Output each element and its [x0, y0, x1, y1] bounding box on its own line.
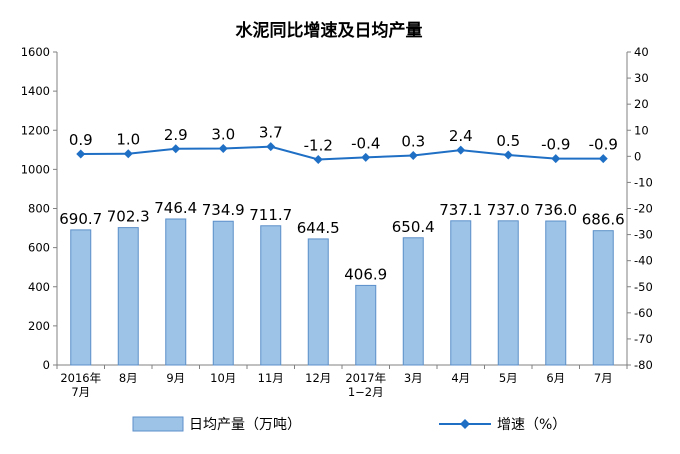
line-point [598, 154, 608, 164]
line-point [171, 144, 181, 154]
line-value-label: 1.0 [116, 131, 140, 149]
bar [545, 220, 567, 366]
x-tick-label: 6月 [546, 371, 565, 385]
right-tick-label: -30 [634, 228, 653, 242]
right-tick-label: -80 [634, 358, 653, 372]
chart-legend: 日均产量（万吨） 增速（%） [132, 416, 566, 433]
left-tick-label: 1400 [21, 84, 50, 98]
bar [355, 284, 377, 366]
right-tick-label: -60 [634, 306, 653, 320]
left-tick-label: 1000 [21, 162, 50, 176]
x-tick-label: 4月 [451, 371, 470, 385]
right-tick-label: -20 [634, 202, 653, 216]
left-tick-label: 0 [43, 358, 50, 372]
bar [450, 220, 472, 366]
line-value-label: 3.7 [259, 124, 283, 142]
line-point [266, 142, 276, 152]
bar [70, 229, 92, 366]
x-tick-label: 7月 [594, 371, 613, 385]
left-tick-label: 400 [28, 280, 50, 294]
left-tick-label: 800 [28, 202, 50, 216]
line-point [123, 149, 133, 159]
legend-line-marker [460, 419, 470, 429]
line-value-label: 0.3 [401, 133, 425, 151]
line-point [313, 154, 323, 164]
bar-value-label: 644.5 [297, 219, 340, 237]
right-tick-label: -40 [634, 254, 653, 268]
line-point [408, 151, 418, 161]
bar-value-label: 737.0 [487, 201, 530, 219]
bar [402, 237, 424, 366]
bar-value-label: 737.1 [439, 201, 482, 219]
bar [497, 220, 519, 366]
x-tick-label: 11月 [258, 371, 284, 385]
line-value-label: -0.9 [589, 136, 618, 154]
right-tick-label: -70 [634, 332, 653, 346]
bar-value-label: 406.9 [344, 265, 387, 283]
line-point [503, 150, 513, 160]
line-value-label: 2.9 [164, 126, 188, 144]
line-point [76, 149, 86, 159]
line-point [551, 154, 561, 164]
left-tick-label: 200 [28, 319, 50, 333]
chart-axes: 02004006008001000120014001600-80-70-60-5… [21, 45, 653, 399]
data-labels: 690.7 702.3 746.4 734.9 711.7 644.5 406.9 650.4… [59, 124, 624, 284]
right-tick-label: -10 [634, 175, 653, 189]
left-tick-label: 1200 [21, 123, 50, 137]
bar-value-label: 711.7 [249, 206, 292, 224]
line-value-label: -1.2 [304, 136, 333, 154]
x-tick-label: 3月 [404, 371, 423, 385]
right-tick-label: 20 [634, 97, 649, 111]
legend-line-label: 增速（%） [497, 417, 566, 433]
right-tick-label: 30 [634, 71, 649, 85]
bar [117, 227, 139, 366]
x-tick-label: 10月 [210, 371, 236, 385]
right-tick-label: 10 [634, 123, 649, 137]
bar-value-label: 686.6 [582, 211, 625, 229]
x-tick-label: 2016年 7月 [60, 371, 101, 399]
line-value-label: 0.5 [496, 132, 520, 150]
x-tick-label: 5月 [499, 371, 518, 385]
line-point [456, 145, 466, 155]
bar-value-label: 702.3 [107, 208, 150, 226]
bar-value-label: 690.7 [59, 210, 102, 228]
bar-value-label: 746.4 [154, 199, 197, 217]
left-tick-label: 600 [28, 241, 50, 255]
line-value-label: -0.4 [351, 134, 380, 152]
x-tick-label: 9月 [166, 371, 185, 385]
bar-value-label: 736.0 [534, 201, 577, 219]
bar [165, 218, 187, 366]
bar-value-label: 650.4 [392, 218, 435, 236]
line-point [361, 152, 371, 162]
line-value-label: 3.0 [211, 126, 235, 144]
legend-bar-swatch [132, 416, 184, 432]
x-tick-label: 2017年 1−2月 [345, 371, 386, 399]
bar [307, 238, 329, 366]
right-tick-label: 40 [634, 45, 649, 59]
bar-series [70, 218, 614, 366]
line-value-label: 0.9 [69, 131, 93, 149]
line-point [218, 144, 228, 154]
growth-line [80, 145, 604, 161]
x-tick-label: 8月 [119, 371, 138, 385]
left-tick-label: 1600 [21, 45, 50, 59]
bar [592, 230, 614, 366]
right-tick-label: 0 [634, 149, 641, 163]
bar-value-label: 734.9 [202, 201, 245, 219]
right-tick-label: -50 [634, 280, 653, 294]
line-value-label: 2.4 [449, 127, 473, 145]
line-series [76, 142, 608, 164]
bar [212, 220, 234, 366]
legend-bar-label: 日均产量（万吨） [189, 417, 301, 433]
x-tick-label: 12月 [305, 371, 331, 385]
chart-title: 水泥同比增速及日均产量 [236, 20, 423, 41]
bar [260, 225, 282, 366]
line-value-label: -0.9 [541, 136, 570, 154]
